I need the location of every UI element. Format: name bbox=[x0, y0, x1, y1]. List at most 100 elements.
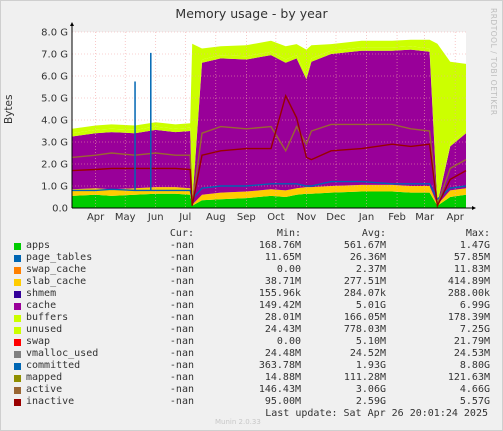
legend-cur: -nan bbox=[169, 360, 194, 371]
legend-swatch bbox=[14, 267, 21, 274]
legend-cur: -nan bbox=[169, 288, 194, 299]
legend-name: shmem bbox=[26, 288, 57, 299]
legend-cur: -nan bbox=[169, 240, 194, 251]
header-avg: Avg: bbox=[361, 228, 386, 239]
legend-min: 24.43M bbox=[264, 324, 301, 335]
legend-min: 155.96k bbox=[258, 288, 301, 299]
legend-min: 0.00 bbox=[276, 264, 301, 275]
legend-row-cache: cache -nan 149.42M 5.01G 6.99G bbox=[0, 300, 503, 312]
legend-cur: -nan bbox=[169, 264, 194, 275]
legend-min: 38.71M bbox=[264, 276, 301, 287]
legend-cur: -nan bbox=[169, 300, 194, 311]
legend-avg: 1.93G bbox=[355, 360, 386, 371]
x-tick-label: Mar bbox=[415, 212, 435, 223]
last-update: Last update: Sat Apr 26 20:01:24 2025 bbox=[265, 408, 488, 419]
legend-min: 24.48M bbox=[264, 348, 301, 359]
legend-row-apps: apps -nan 168.76M 561.67M 1.47G bbox=[0, 240, 503, 252]
legend-avg: 2.37M bbox=[355, 264, 386, 275]
legend-swatch bbox=[14, 291, 21, 298]
legend-name: inactive bbox=[26, 396, 75, 407]
legend-swatch bbox=[14, 243, 21, 250]
legend-max: 24.53M bbox=[453, 348, 490, 359]
header-max: Max: bbox=[465, 228, 490, 239]
legend-max: 414.89M bbox=[447, 276, 490, 287]
legend-max: 8.80G bbox=[459, 360, 490, 371]
legend-min: 11.65M bbox=[264, 252, 301, 263]
legend-swatch bbox=[14, 351, 21, 358]
legend-swatch bbox=[14, 339, 21, 346]
legend-avg: 284.07k bbox=[343, 288, 386, 299]
legend-name: slab_cache bbox=[26, 276, 87, 287]
legend-max: 288.00k bbox=[447, 288, 490, 299]
legend-avg: 166.05M bbox=[343, 312, 386, 323]
legend-cur: -nan bbox=[169, 252, 194, 263]
munin-version: Munin 2.0.33 bbox=[215, 418, 261, 426]
legend-name: cache bbox=[26, 300, 57, 311]
legend-min: 0.00 bbox=[276, 336, 301, 347]
legend-swatch bbox=[14, 327, 21, 334]
x-tick-label: Sep bbox=[237, 212, 256, 223]
legend-cur: -nan bbox=[169, 348, 194, 359]
y-tick-label: 3.0 G bbox=[41, 138, 68, 149]
legend-min: 14.88M bbox=[264, 372, 301, 383]
x-tick-label: Apr bbox=[87, 212, 105, 223]
legend-max: 7.25G bbox=[459, 324, 490, 335]
y-tick-label: 1.0 G bbox=[41, 182, 68, 193]
legend-max: 178.39M bbox=[447, 312, 490, 323]
legend-max: 21.79M bbox=[453, 336, 490, 347]
legend-swatch bbox=[14, 255, 21, 262]
y-tick-label: 6.0 G bbox=[41, 72, 68, 83]
x-tick-label: Apr bbox=[447, 212, 465, 223]
legend-row-committed: committed -nan 363.78M 1.93G 8.80G bbox=[0, 360, 503, 372]
legend-cur: -nan bbox=[169, 384, 194, 395]
area-apps bbox=[72, 191, 466, 208]
legend-max: 121.63M bbox=[447, 372, 490, 383]
x-tick-label: May bbox=[115, 212, 136, 223]
legend-max: 57.85M bbox=[453, 252, 490, 263]
legend-row-inactive: inactive -nan 95.00M 2.59G 5.57G bbox=[0, 396, 503, 408]
header-cur: Cur: bbox=[169, 228, 194, 239]
legend-name: mapped bbox=[26, 372, 63, 383]
legend-name: swap bbox=[26, 336, 51, 347]
legend-row-swap: swap -nan 0.00 5.10M 21.79M bbox=[0, 336, 503, 348]
legend-cur: -nan bbox=[169, 396, 194, 407]
legend-row-buffers: buffers -nan 28.01M 166.05M 178.39M bbox=[0, 312, 503, 324]
legend-row-slab-cache: slab_cache -nan 38.71M 277.51M 414.89M bbox=[0, 276, 503, 288]
legend-cur: -nan bbox=[169, 336, 194, 347]
x-tick-label: Jun bbox=[147, 212, 164, 223]
y-tick-label: 5.0 G bbox=[41, 94, 68, 105]
x-tick-label: Oct bbox=[267, 212, 284, 223]
y-tick-label: 7.0 G bbox=[41, 50, 68, 61]
rrdtool-credit: RRDTOOL / TOBI OETIKER bbox=[489, 8, 498, 116]
x-tick-label: Aug bbox=[206, 212, 226, 223]
legend-min: 149.42M bbox=[258, 300, 301, 311]
legend-swatch bbox=[14, 303, 21, 310]
legend-row-unused: unused -nan 24.43M 778.03M 7.25G bbox=[0, 324, 503, 336]
legend-avg: 778.03M bbox=[343, 324, 386, 335]
legend-name: apps bbox=[26, 240, 51, 251]
y-tick-label: 4.0 G bbox=[41, 116, 68, 127]
legend-row-mapped: mapped -nan 14.88M 111.28M 121.63M bbox=[0, 372, 503, 384]
x-tick-label: Jan bbox=[358, 212, 374, 223]
x-tick-label: Jul bbox=[178, 212, 191, 223]
legend-name: buffers bbox=[26, 312, 69, 323]
legend-row-vmalloc-used: vmalloc_used -nan 24.48M 24.52M 24.53M bbox=[0, 348, 503, 360]
legend-avg: 111.28M bbox=[343, 372, 386, 383]
legend-max: 5.57G bbox=[459, 396, 490, 407]
header-min: Min: bbox=[276, 228, 301, 239]
legend-row-swap-cache: swap_cache -nan 0.00 2.37M 11.83M bbox=[0, 264, 503, 276]
legend-name: page_tables bbox=[26, 252, 93, 263]
legend-max: 4.66G bbox=[459, 384, 490, 395]
legend-swatch bbox=[14, 399, 21, 406]
line-inactive bbox=[71, 93, 467, 209]
line-committed bbox=[72, 180, 467, 201]
memory-chart: 0.0 1.0 G 2.0 G 3.0 G 4.0 G 5.0 G 6.0 G 7.0 G 8.… bbox=[41, 22, 476, 223]
legend-row-active: active -nan 146.43M 3.06G 4.66G bbox=[0, 384, 503, 396]
legend-min: 28.01M bbox=[264, 312, 301, 323]
legend-max: 1.47G bbox=[459, 240, 490, 251]
legend-avg: 5.10M bbox=[355, 336, 386, 347]
legend-name: unused bbox=[26, 324, 63, 335]
y-tick-label: 0.0 bbox=[52, 204, 68, 215]
legend-swatch bbox=[14, 315, 21, 322]
legend-name: swap_cache bbox=[26, 264, 87, 275]
